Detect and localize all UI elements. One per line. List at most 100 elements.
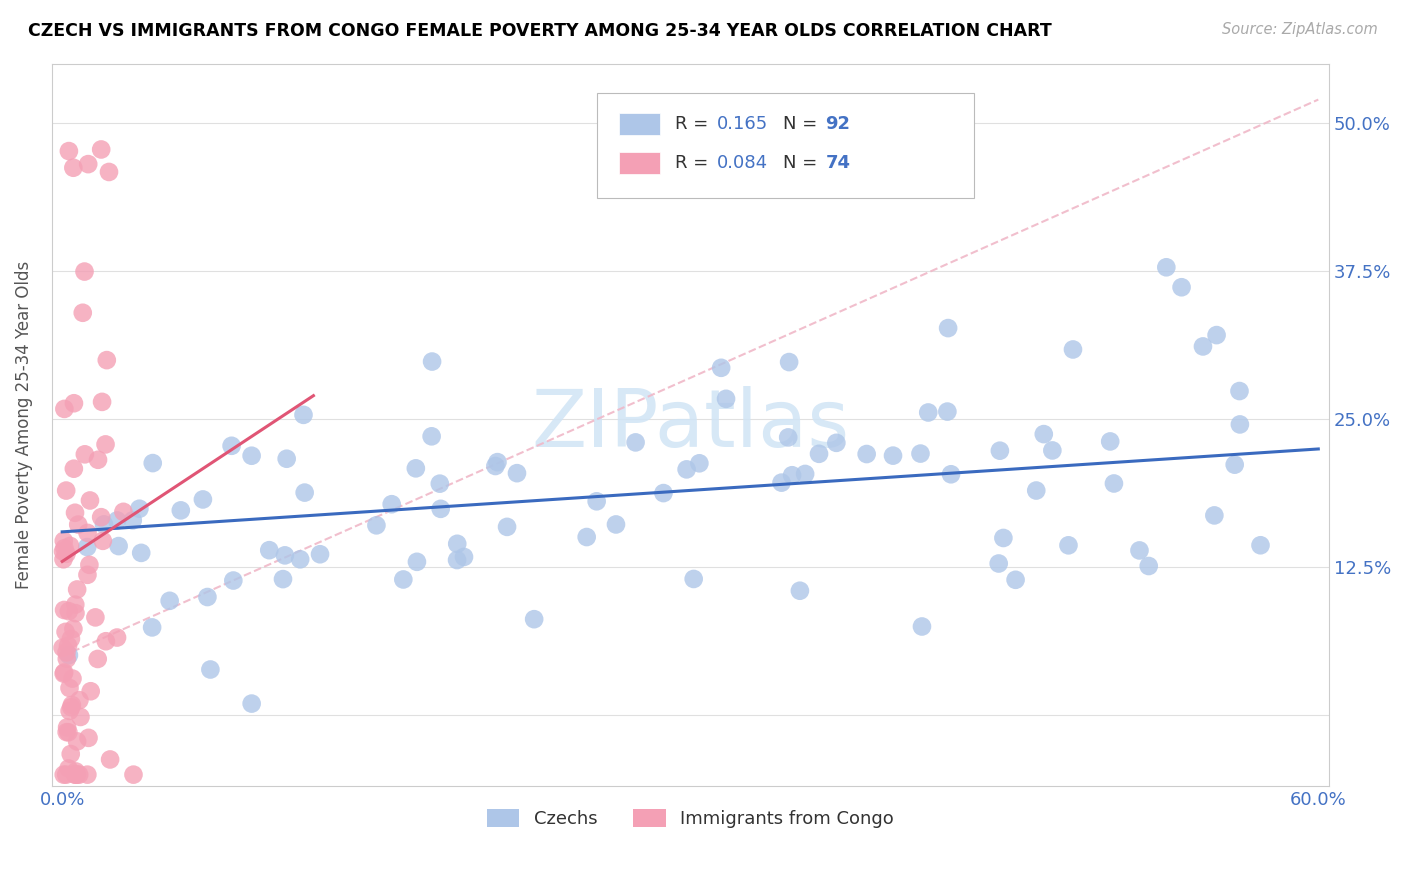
Czechs	[420, 354, 443, 368]
Czechs	[128, 501, 150, 516]
Czechs	[936, 404, 959, 418]
Immigrants from Congo	[56, 652, 79, 666]
Immigrants from Congo	[77, 731, 100, 745]
Czechs	[274, 549, 297, 563]
Text: N =: N =	[783, 115, 824, 133]
Czechs	[575, 530, 598, 544]
Immigrants from Congo	[94, 437, 117, 451]
Czechs	[936, 321, 959, 335]
Czechs	[392, 573, 415, 587]
Immigrants from Congo	[62, 161, 84, 175]
Czechs	[121, 513, 143, 527]
Immigrants from Congo	[76, 567, 98, 582]
Czechs	[93, 517, 115, 532]
Czechs	[987, 557, 1010, 571]
Immigrants from Congo	[55, 767, 77, 781]
Immigrants from Congo	[98, 165, 121, 179]
Immigrants from Congo	[66, 734, 89, 748]
Czechs	[446, 553, 468, 567]
Immigrants from Congo	[65, 606, 87, 620]
Text: Source: ZipAtlas.com: Source: ZipAtlas.com	[1222, 22, 1378, 37]
Immigrants from Congo	[84, 610, 107, 624]
Immigrants from Congo	[98, 752, 121, 766]
Czechs	[652, 486, 675, 500]
Czechs	[1137, 559, 1160, 574]
Immigrants from Congo	[62, 672, 84, 686]
Immigrants from Congo	[55, 725, 77, 739]
Immigrants from Congo	[91, 395, 114, 409]
Immigrants from Congo	[122, 767, 145, 781]
Immigrants from Congo	[87, 452, 110, 467]
Immigrants from Congo	[105, 631, 128, 645]
Immigrants from Congo	[52, 552, 75, 566]
Immigrants from Congo	[59, 704, 82, 718]
Immigrants from Congo	[112, 505, 135, 519]
Immigrants from Congo	[65, 764, 87, 779]
Immigrants from Congo	[53, 603, 76, 617]
Czechs	[76, 540, 98, 554]
Immigrants from Congo	[53, 401, 76, 416]
Immigrants from Congo	[52, 544, 75, 558]
Immigrants from Congo	[55, 547, 77, 561]
Czechs	[170, 503, 193, 517]
Czechs	[486, 455, 509, 469]
Immigrants from Congo	[90, 143, 112, 157]
Immigrants from Congo	[67, 693, 90, 707]
Czechs	[366, 518, 388, 533]
Czechs	[446, 537, 468, 551]
Czechs	[240, 697, 263, 711]
Czechs	[271, 572, 294, 586]
Czechs	[794, 467, 817, 481]
FancyBboxPatch shape	[619, 153, 659, 174]
Czechs	[405, 461, 427, 475]
Czechs	[58, 648, 80, 662]
Immigrants from Congo	[58, 725, 80, 739]
Czechs	[1229, 417, 1251, 432]
Text: R =: R =	[675, 115, 714, 133]
Czechs	[523, 612, 546, 626]
Czechs	[910, 447, 932, 461]
Immigrants from Congo	[56, 720, 79, 734]
Czechs	[429, 501, 451, 516]
Text: R =: R =	[675, 154, 714, 172]
Czechs	[506, 466, 529, 480]
Immigrants from Congo	[59, 539, 82, 553]
Czechs	[1102, 476, 1125, 491]
Immigrants from Congo	[69, 710, 91, 724]
Czechs	[808, 447, 831, 461]
Czechs	[129, 546, 152, 560]
Czechs	[1204, 508, 1226, 523]
Immigrants from Congo	[76, 525, 98, 540]
Immigrants from Congo	[63, 506, 86, 520]
Immigrants from Congo	[52, 533, 75, 548]
Immigrants from Congo	[73, 447, 96, 461]
Immigrants from Congo	[66, 582, 89, 597]
Text: CZECH VS IMMIGRANTS FROM CONGO FEMALE POVERTY AMONG 25-34 YEAR OLDS CORRELATION : CZECH VS IMMIGRANTS FROM CONGO FEMALE PO…	[28, 22, 1052, 40]
Immigrants from Congo	[55, 624, 77, 639]
Immigrants from Congo	[56, 639, 79, 653]
Text: 92: 92	[825, 115, 851, 133]
Czechs	[917, 405, 939, 419]
Immigrants from Congo	[79, 558, 101, 572]
Immigrants from Congo	[59, 632, 82, 646]
Immigrants from Congo	[94, 634, 117, 648]
Czechs	[585, 494, 607, 508]
Czechs	[107, 539, 129, 553]
Immigrants from Congo	[66, 767, 89, 781]
Immigrants from Congo	[65, 767, 87, 781]
Czechs	[605, 517, 627, 532]
Czechs	[294, 485, 316, 500]
Czechs	[882, 449, 904, 463]
Immigrants from Congo	[72, 306, 94, 320]
Immigrants from Congo	[59, 747, 82, 761]
Immigrants from Congo	[52, 640, 75, 655]
Immigrants from Congo	[58, 144, 80, 158]
FancyBboxPatch shape	[598, 93, 974, 198]
Czechs	[276, 451, 298, 466]
Czechs	[200, 663, 222, 677]
Immigrants from Congo	[79, 493, 101, 508]
Text: 0.165: 0.165	[717, 115, 768, 133]
Immigrants from Congo	[60, 700, 83, 714]
Immigrants from Congo	[58, 762, 80, 776]
Czechs	[1032, 427, 1054, 442]
